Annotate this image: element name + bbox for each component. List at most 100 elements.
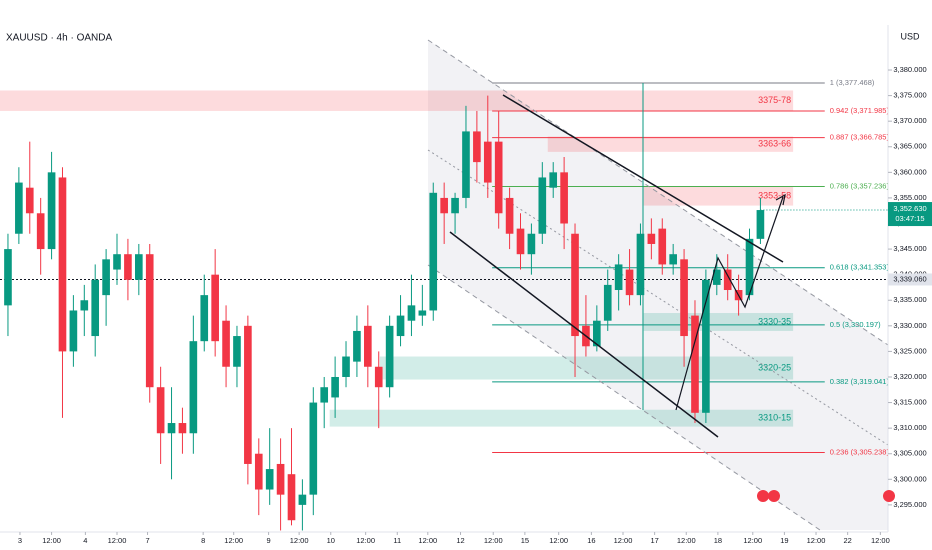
candle-body xyxy=(320,387,329,403)
candle-body xyxy=(167,423,176,434)
fib-label: 0.887 (3,366.785) xyxy=(830,133,890,142)
candle-body xyxy=(222,320,230,367)
zone-label: 3310-15 xyxy=(758,413,791,423)
drawings xyxy=(449,94,786,438)
candle-body xyxy=(505,197,514,234)
x-tick-label: 8 xyxy=(201,536,205,545)
candle-body xyxy=(15,182,23,234)
y-tick-label: 3,360.000 xyxy=(893,167,926,176)
candle-body xyxy=(593,320,601,347)
candle-body xyxy=(364,325,372,367)
candle-body xyxy=(298,494,307,505)
candle-body xyxy=(91,279,100,337)
candle-body xyxy=(69,310,78,352)
x-tick-label: 15 xyxy=(521,536,529,545)
x-tick-label: 12 xyxy=(456,536,464,545)
y-tick-label: 3,300.000 xyxy=(893,474,926,483)
fib-label: 0.5 (3,330.197) xyxy=(830,320,881,329)
candle-body xyxy=(691,315,699,413)
zone xyxy=(379,356,794,380)
trend-line xyxy=(449,231,719,438)
candle-body xyxy=(211,274,219,342)
candle-body xyxy=(407,305,416,321)
candle-body xyxy=(113,254,121,270)
y-tick-label: 3,295.000 xyxy=(893,500,926,509)
icons xyxy=(757,490,895,502)
candle-body xyxy=(342,356,350,377)
countdown: 03:47:15 xyxy=(895,214,924,223)
candle-body xyxy=(429,192,438,311)
candle-body xyxy=(80,300,89,311)
channel-fill xyxy=(428,40,888,530)
candle-body xyxy=(374,366,383,388)
candle-body xyxy=(254,453,263,490)
candle-body xyxy=(244,325,252,464)
channel-upper xyxy=(427,39,889,346)
x-tick-label: 7 xyxy=(145,536,149,545)
candle-body xyxy=(4,249,12,306)
candle-body xyxy=(396,315,405,337)
candle-body xyxy=(603,284,612,321)
x-tick-label: 12:00 xyxy=(614,536,633,545)
y-tick-label: 3,365.000 xyxy=(893,142,926,151)
candle-body xyxy=(135,254,143,280)
candle-body xyxy=(418,310,427,316)
candle-body xyxy=(756,210,765,239)
candle-body xyxy=(636,233,645,296)
candle-body xyxy=(276,463,285,495)
x-tick-label: 12:00 xyxy=(743,536,762,545)
zone-label: 3353-58 xyxy=(758,191,791,201)
candle-body xyxy=(36,213,45,250)
candle-body xyxy=(483,141,492,183)
candle-body xyxy=(189,341,198,434)
candle-body xyxy=(385,325,394,388)
candle-body xyxy=(265,469,274,490)
fib-label: 0.942 (3,371.985) xyxy=(830,106,890,115)
last-price-label: 3,352.630 xyxy=(893,204,926,213)
x-tick-label: 16 xyxy=(587,536,595,545)
candle-body xyxy=(669,254,677,265)
x-tick-label: 12:00 xyxy=(290,536,309,545)
candle-body xyxy=(451,197,459,214)
x-tick-label: 12:00 xyxy=(108,536,127,545)
candle-body xyxy=(102,259,110,296)
channel-mid xyxy=(427,149,889,446)
zone-label: 3375-78 xyxy=(758,95,791,105)
candle-body xyxy=(647,233,656,244)
x-tick-label: 11 xyxy=(393,536,401,545)
y-tick-label: 3,330.000 xyxy=(893,321,926,330)
candle-body xyxy=(200,295,209,342)
candle-body xyxy=(124,254,132,280)
candle-body xyxy=(331,376,339,398)
y-tick-label: 3,305.000 xyxy=(893,449,926,458)
x-tick-label: 9 xyxy=(267,536,271,545)
event-icon xyxy=(883,490,895,502)
candle-body xyxy=(680,259,688,337)
candle-body xyxy=(745,238,754,296)
currency: USD xyxy=(900,31,920,41)
fib-label: 0.382 (3,319.041) xyxy=(830,377,890,386)
x-tick-label: 10 xyxy=(327,536,335,545)
candle-body xyxy=(353,330,361,362)
zone xyxy=(0,90,794,111)
x-tick-label: 22 xyxy=(843,536,851,545)
zone-label: 3330-35 xyxy=(758,316,791,326)
candle-body xyxy=(233,336,241,367)
candle-body xyxy=(723,269,732,291)
x-tick-label: 19 xyxy=(780,536,788,545)
y-tick-label: 3,320.000 xyxy=(893,372,926,381)
x-tick-label: 18 xyxy=(714,536,722,545)
y-tick-label: 3,315.000 xyxy=(893,398,926,407)
event-icon xyxy=(768,490,780,502)
arrow-head xyxy=(775,193,786,206)
y-tick-label: 3,380.000 xyxy=(893,65,926,74)
x-tick-label: 3 xyxy=(18,536,22,545)
candle-body xyxy=(702,279,710,413)
candle-body xyxy=(516,228,525,255)
candle-body xyxy=(58,177,67,352)
x-tick-label: 12:00 xyxy=(224,536,243,545)
candle-body xyxy=(625,269,634,296)
x-tick-label: 12:00 xyxy=(549,536,568,545)
channel-lower xyxy=(427,264,821,531)
fib-label: 0.618 (3,341.353) xyxy=(830,263,890,272)
